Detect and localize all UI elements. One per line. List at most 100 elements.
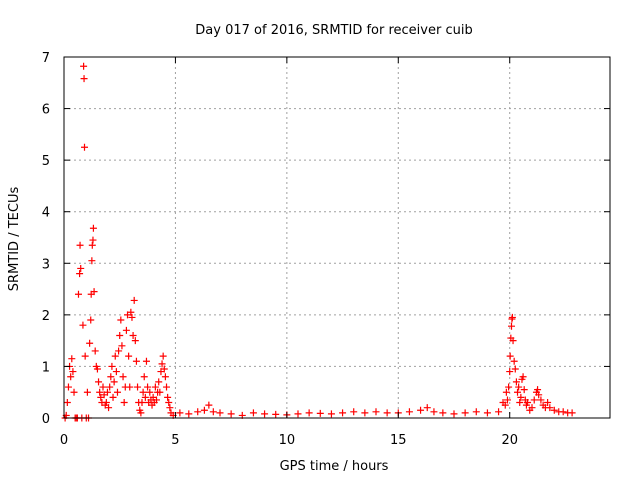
- data-point: [165, 399, 173, 407]
- data-point: [126, 383, 134, 391]
- data-point: [106, 383, 114, 391]
- y-tick-label: 0: [42, 412, 50, 427]
- data-point: [74, 290, 82, 298]
- data-point: [107, 373, 115, 381]
- data-point: [96, 388, 104, 396]
- data-point: [511, 365, 519, 373]
- data-point: [559, 408, 567, 416]
- data-point: [294, 410, 302, 418]
- data-point: [152, 396, 160, 404]
- data-point: [439, 409, 447, 417]
- data-point: [372, 408, 380, 416]
- data-point: [69, 368, 77, 376]
- data-point: [109, 393, 117, 401]
- data-point: [111, 352, 119, 360]
- data-point: [568, 409, 576, 417]
- data-point: [272, 410, 280, 418]
- data-point: [112, 368, 120, 376]
- data-point: [139, 388, 147, 396]
- data-point: [502, 388, 510, 396]
- data-point: [361, 409, 369, 417]
- data-point: [102, 399, 110, 407]
- data-point: [151, 383, 159, 391]
- data-point: [383, 409, 391, 417]
- data-point: [131, 337, 139, 345]
- data-point: [483, 409, 491, 417]
- data-point: [76, 241, 84, 249]
- data-point: [512, 378, 520, 386]
- data-point: [86, 339, 94, 347]
- data-point: [156, 388, 164, 396]
- data-point: [108, 362, 116, 370]
- data-point: [316, 409, 324, 417]
- data-point: [117, 316, 125, 324]
- data-point: [110, 378, 118, 386]
- data-point: [68, 355, 76, 363]
- data-point: [88, 241, 96, 249]
- data-point: [534, 386, 542, 394]
- data-point: [166, 404, 174, 412]
- data-point: [544, 399, 552, 407]
- data-point: [530, 396, 538, 404]
- data-point: [495, 408, 503, 416]
- data-point: [517, 393, 525, 401]
- data-point: [423, 404, 431, 412]
- data-point: [99, 383, 107, 391]
- data-point: [113, 388, 121, 396]
- data-point: [116, 331, 124, 339]
- data-point: [138, 399, 146, 407]
- data-point: [185, 410, 193, 418]
- data-point: [81, 143, 89, 151]
- data-point: [119, 373, 127, 381]
- data-point: [140, 373, 148, 381]
- data-point: [132, 357, 140, 365]
- data-point: [128, 313, 136, 321]
- x-tick-label: 0: [60, 433, 68, 448]
- data-point: [520, 386, 528, 394]
- data-point: [160, 365, 168, 373]
- x-tick-label: 5: [171, 433, 179, 448]
- data-point: [509, 337, 517, 345]
- data-point: [546, 404, 554, 412]
- data-point: [64, 383, 72, 391]
- data-point: [115, 347, 123, 355]
- data-point: [83, 388, 91, 396]
- data-point: [70, 388, 78, 396]
- data-point: [339, 409, 347, 417]
- data-point: [503, 396, 511, 404]
- data-point: [146, 388, 154, 396]
- data-point: [80, 75, 88, 83]
- data-point: [194, 408, 202, 416]
- data-point: [550, 406, 558, 414]
- data-point: [130, 296, 138, 304]
- data-point: [158, 360, 166, 368]
- y-tick-label: 7: [42, 51, 50, 66]
- data-point: [472, 408, 480, 416]
- data-point: [88, 257, 96, 265]
- data-point: [327, 410, 335, 418]
- x-tick-label: 15: [390, 433, 407, 448]
- data-point: [506, 352, 514, 360]
- data-point: [430, 408, 438, 416]
- data-point: [519, 373, 527, 381]
- data-point: [350, 408, 358, 416]
- data-point: [305, 409, 313, 417]
- x-tick-label: 20: [501, 433, 518, 448]
- data-point: [77, 264, 85, 272]
- data-point: [176, 409, 184, 417]
- x-axis-label: GPS time / hours: [280, 459, 389, 474]
- data-point: [516, 399, 524, 407]
- data-point: [155, 378, 163, 386]
- data-point: [514, 388, 522, 396]
- data-point: [89, 224, 97, 232]
- data-point: [161, 373, 169, 381]
- data-point: [506, 368, 514, 376]
- y-tick-label: 1: [42, 360, 50, 375]
- x-tick-label: 10: [279, 433, 296, 448]
- data-point: [164, 393, 172, 401]
- data-point: [159, 352, 167, 360]
- data-point: [144, 383, 152, 391]
- data-point: [508, 313, 516, 321]
- data-point: [93, 365, 101, 373]
- data-point: [216, 409, 224, 417]
